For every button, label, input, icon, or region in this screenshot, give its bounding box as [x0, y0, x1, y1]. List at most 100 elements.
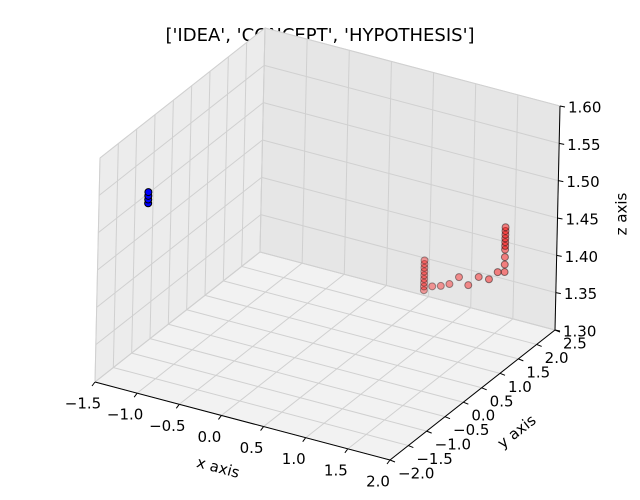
y-tick-label: 1.0: [508, 378, 532, 396]
x-tick-label: −0.5: [149, 417, 185, 435]
grid-line: [262, 139, 558, 219]
tick-mark: [556, 254, 562, 257]
grid-line: [259, 251, 556, 331]
point: [500, 253, 509, 262]
grid-line: [347, 318, 514, 450]
point: [419, 286, 428, 295]
point: [445, 280, 454, 289]
grid-line: [98, 64, 265, 196]
grid-line: [96, 176, 262, 308]
y-tick-label: 0.5: [490, 392, 514, 410]
x-tick-label: 1.5: [324, 461, 348, 479]
point: [493, 268, 502, 277]
tick-mark: [481, 387, 487, 391]
point: [455, 273, 464, 282]
grid-line: [204, 294, 501, 374]
axis-line: [94, 381, 391, 461]
tick-mark: [444, 416, 451, 420]
z-tick-label: 1.55: [567, 136, 600, 154]
grid-line: [223, 280, 519, 360]
grid-line: [186, 309, 482, 389]
y-tick-label: −0.5: [453, 421, 489, 439]
grid-line: [264, 27, 561, 107]
y-tick-label: 1.5: [526, 363, 550, 381]
point: [501, 241, 510, 250]
tick-mark: [426, 430, 432, 434]
point: [428, 282, 437, 291]
point: [501, 245, 510, 254]
point: [420, 256, 429, 265]
point: [420, 274, 429, 283]
grid-line: [261, 176, 557, 256]
tick-mark: [344, 448, 349, 454]
point: [419, 282, 428, 291]
tick-mark: [559, 142, 565, 145]
point: [420, 267, 429, 276]
tick-mark: [408, 445, 414, 449]
point: [500, 268, 509, 277]
x-tick-label: 2.0: [366, 473, 390, 491]
z-tick-label: 1.60: [568, 99, 601, 117]
y-tick-label: −2.0: [398, 465, 434, 483]
point: [500, 260, 509, 269]
grid-line: [221, 285, 387, 416]
grid-line: [168, 323, 464, 403]
z-tick-label: 1.40: [565, 248, 598, 266]
point: [474, 272, 483, 281]
tick-mark: [133, 392, 138, 398]
grid-line: [97, 139, 263, 271]
grid-line: [99, 27, 266, 159]
y-tick-label: −1.0: [435, 436, 471, 454]
y-tick-label: 2.0: [545, 349, 569, 367]
tick-mark: [555, 292, 561, 295]
tick-mark: [557, 217, 563, 220]
z-tick-label: 1.45: [566, 211, 599, 229]
axis-line: [554, 105, 561, 331]
grid-line: [98, 102, 264, 234]
tick-mark: [518, 358, 524, 362]
point: [501, 230, 510, 239]
grid-line: [178, 273, 345, 405]
grid-line: [94, 251, 261, 383]
tick-mark: [499, 372, 506, 376]
z-tick-label: 1.30: [563, 323, 596, 341]
tick-mark: [536, 343, 542, 347]
point: [484, 275, 493, 284]
grid-line: [113, 367, 409, 447]
tick-mark: [302, 437, 307, 443]
y-tick-label: 2.5: [563, 335, 587, 353]
x-tick-label: 1.0: [282, 450, 306, 468]
y-tick-label: −1.5: [416, 450, 452, 468]
point: [420, 260, 429, 269]
point: [144, 188, 153, 197]
tick-mark: [218, 415, 222, 420]
grid-line: [263, 296, 429, 427]
tick-mark: [91, 381, 96, 387]
x-axis-label: x axis: [195, 453, 242, 482]
chart-title: ['IDEA', 'CONCEPT', 'HYPOTHESIS']: [165, 25, 474, 46]
tick-mark: [386, 459, 391, 465]
grid-line: [149, 338, 446, 418]
point: [501, 238, 510, 247]
z-tick-label: 1.35: [564, 285, 597, 303]
point: [501, 226, 510, 235]
y-axis-label: y axis: [494, 411, 540, 452]
x-tick-label: 0.5: [240, 439, 264, 457]
tick-mark: [554, 329, 561, 332]
point: [420, 271, 429, 280]
point: [501, 234, 510, 243]
grid-line: [260, 214, 556, 294]
grid-line: [264, 64, 560, 144]
tick-mark: [389, 459, 396, 463]
tick-mark: [558, 180, 564, 183]
y-tick-label: 0.0: [471, 407, 495, 425]
z-tick-label: 1.50: [566, 173, 599, 191]
x-tick-label: −1.5: [65, 395, 101, 413]
point: [501, 223, 510, 232]
z-axis-label: z axis: [613, 192, 631, 235]
point: [420, 278, 429, 287]
grid-line: [263, 102, 559, 182]
tick-mark: [260, 426, 264, 431]
grid-line: [305, 307, 472, 439]
